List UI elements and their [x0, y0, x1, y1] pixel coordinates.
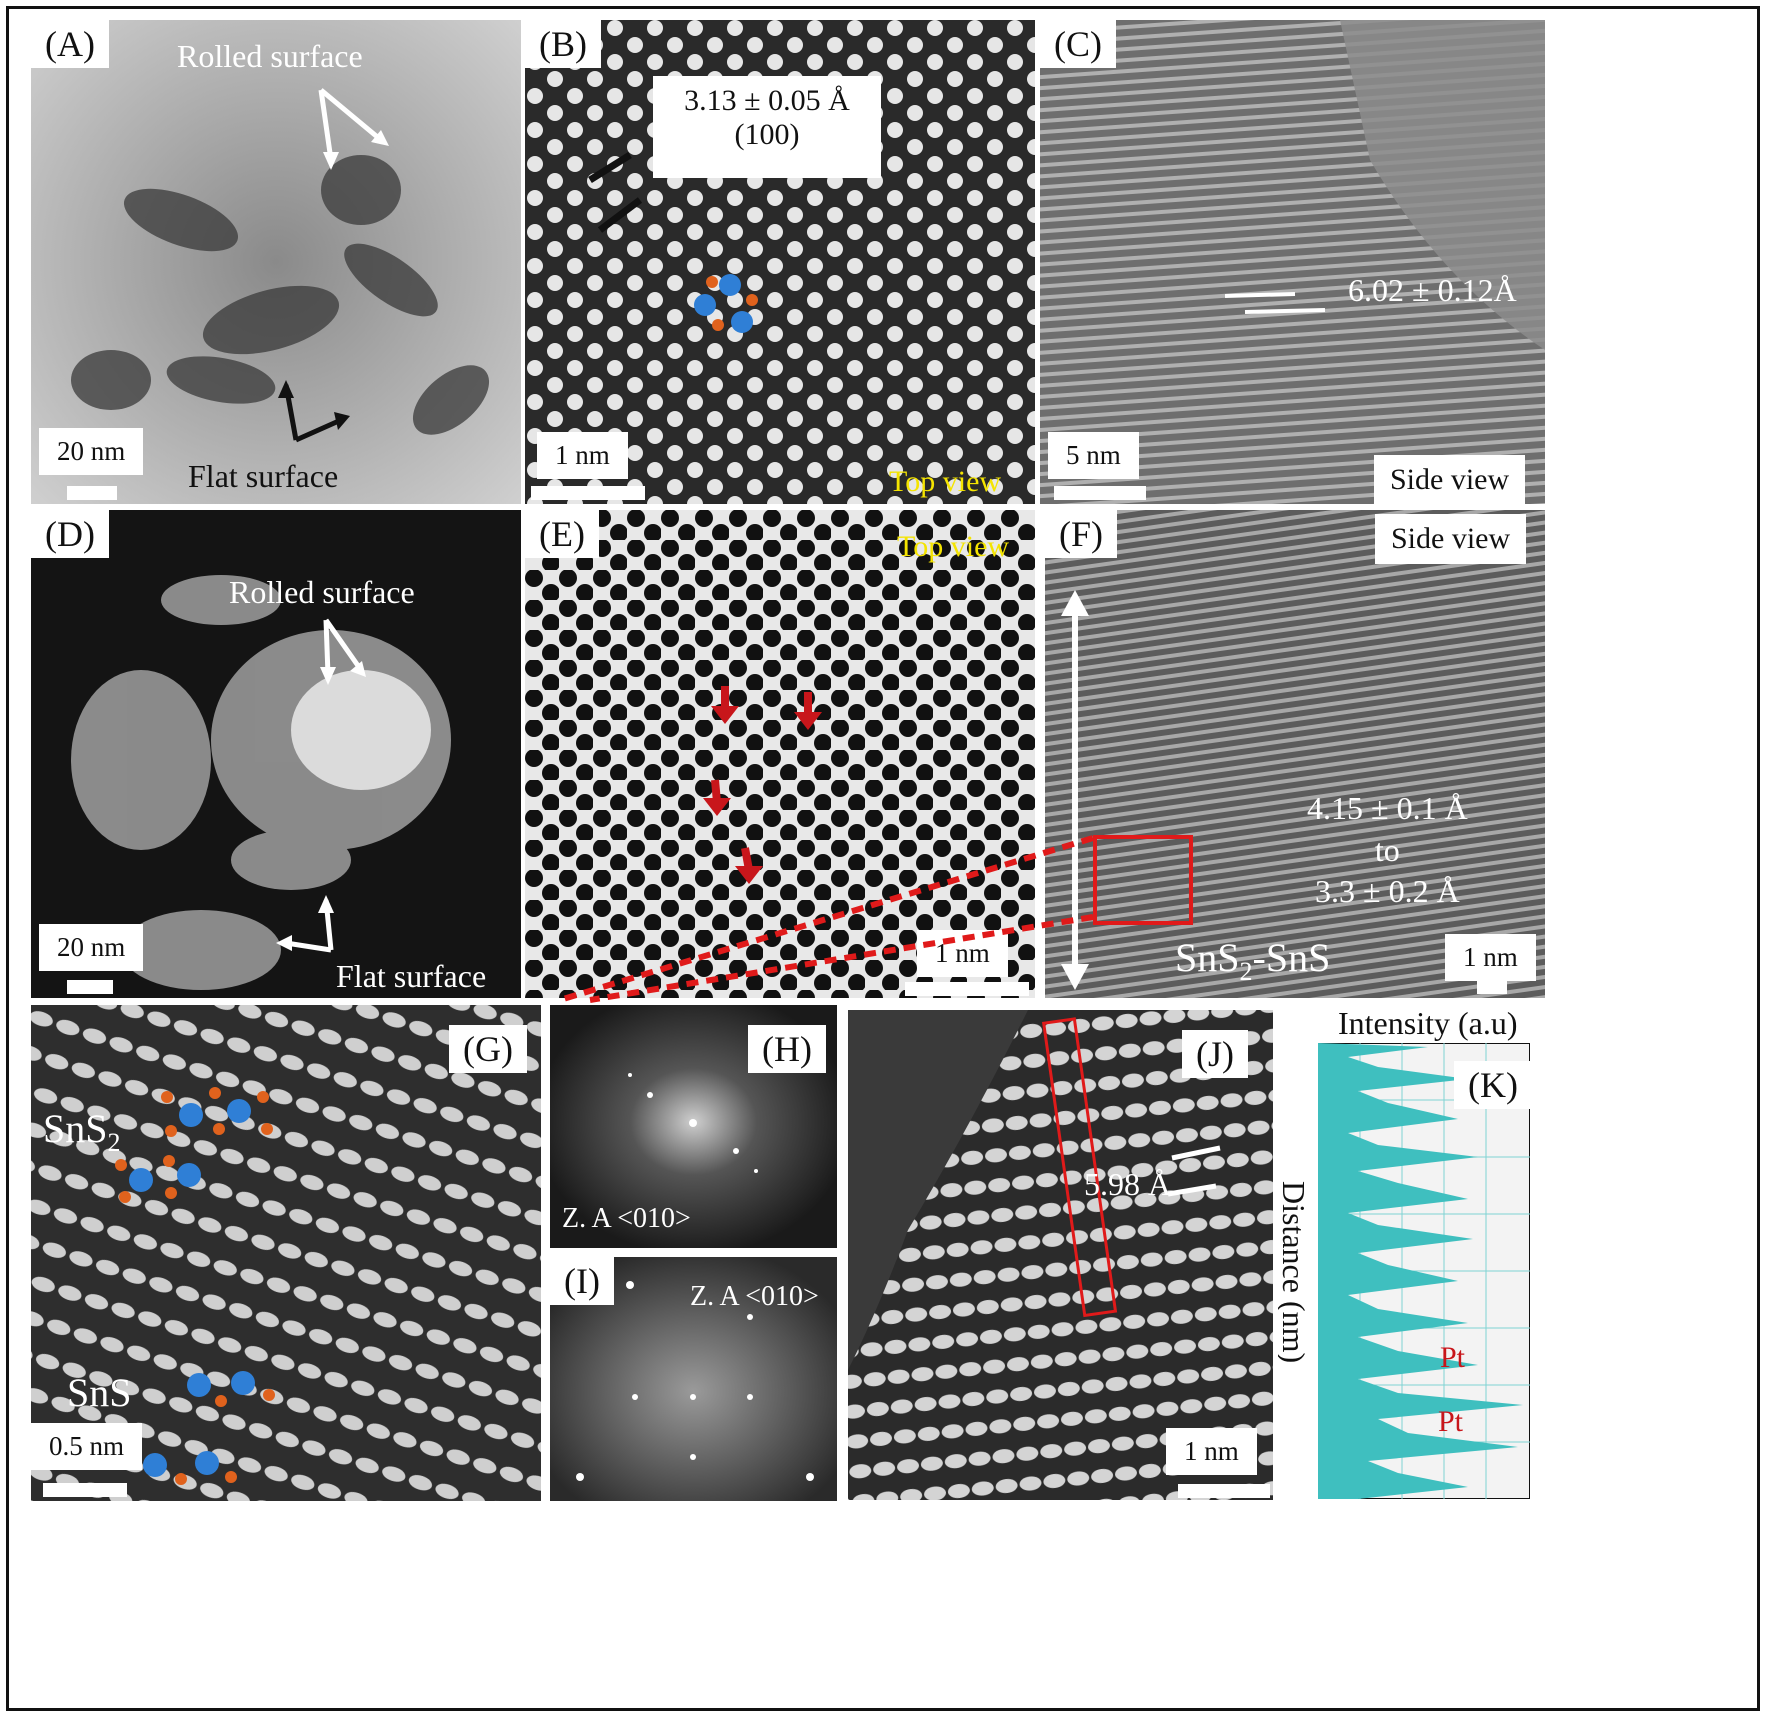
panel-c-spacing: 6.02 ± 0.12Å — [1348, 272, 1517, 308]
panel-g-image — [31, 1005, 541, 1501]
panel-b-label: (B) — [525, 20, 601, 68]
panel-h: (H) Z. A <010> — [550, 1005, 837, 1248]
panel-g-sns2: SnS2 — [43, 1105, 121, 1158]
panel-c-scale-bar — [1054, 486, 1146, 500]
panel-f-spacing-block: 4.15 ± 0.1 Å to 3.3 ± 0.2 Å — [1307, 788, 1468, 913]
panel-f-d1: 4.15 ± 0.1 Å — [1307, 790, 1468, 826]
panel-b-spacing-box: 3.13 ± 0.05 Å (100) — [653, 76, 881, 178]
panel-f-view: Side view — [1375, 514, 1527, 564]
panel-e-image — [525, 510, 1035, 998]
panel-h-zone-axis: Z. A <010> — [562, 1203, 691, 1234]
panel-h-label: (H) — [748, 1025, 826, 1073]
panel-g: (G) SnS2 SnS 0.5 nm — [31, 1005, 541, 1501]
panel-d-flat-label: Flat surface — [336, 958, 487, 994]
panel-a: (A) Rolled surface Flat surface 20 nm — [31, 20, 521, 504]
panel-c-scale-label: 5 nm — [1048, 432, 1139, 479]
panel-d-rolled-label: Rolled surface — [229, 574, 415, 610]
panel-f-phase-rest: -SnS — [1252, 935, 1331, 980]
panel-k: Intensity (a.u) Distance (nm) (K) Pt Pt — [1278, 1005, 1548, 1505]
panel-c-label: (C) — [1040, 20, 1116, 68]
panel-f-thickness-arrow — [1061, 590, 1089, 990]
panel-f-zoom-box — [1093, 835, 1193, 925]
panel-d: (D) Rolled surface Flat surface 20 nm — [31, 510, 521, 998]
panel-k-pt2: Pt — [1438, 1405, 1464, 1438]
panel-g-sns2-atom-model — [115, 1087, 273, 1203]
panel-k-pt1: Pt — [1440, 1341, 1466, 1374]
panel-d-scale-label: 20 nm — [39, 924, 144, 971]
panel-a-flat-arrows — [278, 380, 350, 443]
panel-g-sns: SnS — [67, 1370, 132, 1415]
panel-f-phase: SnS2-SnS — [1175, 934, 1330, 987]
panel-g-sns2-main: SnS — [43, 1106, 108, 1151]
panel-j-image — [848, 1010, 1273, 1500]
panel-f-scale-bar — [1477, 980, 1507, 994]
panel-g-scale-bar — [43, 1483, 127, 1497]
panel-i-zone-axis: Z. A <010> — [690, 1281, 819, 1312]
panel-g-label: (G) — [449, 1025, 527, 1073]
panel-c: (C) 6.02 ± 0.12Å 5 nm Side view — [1040, 20, 1545, 504]
panel-c-view: Side view — [1374, 455, 1526, 504]
panel-f-scale-label: 1 nm — [1445, 934, 1536, 981]
panel-a-rolled-arrows — [318, 88, 389, 170]
panel-c-lattice-marks — [1225, 292, 1326, 314]
panel-d-image — [31, 510, 521, 998]
panel-f-phase-main: SnS — [1175, 935, 1240, 980]
panel-e-view: Top view — [897, 530, 1010, 563]
panel-k-profile — [1318, 1043, 1523, 1499]
panel-k-label: (K) — [1454, 1061, 1532, 1109]
panel-a-image — [31, 20, 521, 504]
panel-c-image — [1040, 20, 1545, 504]
panel-g-sns-atom-model — [143, 1371, 275, 1485]
panel-e-defect-arrows — [703, 686, 822, 884]
panel-j-lattice-marks — [1168, 1145, 1221, 1197]
figure-frame — [6, 6, 1760, 1711]
panel-d-label: (D) — [31, 510, 109, 558]
panel-k-ylabel: Distance (nm) — [1278, 1181, 1312, 1364]
panel-g-sns2-sub: 2 — [107, 1128, 121, 1157]
panel-d-flat-arrows — [276, 895, 334, 953]
panel-e-label: (E) — [525, 510, 599, 558]
panel-i: (I) Z. A <010> — [550, 1257, 837, 1501]
panel-i-label: (I) — [550, 1257, 614, 1305]
panel-j-spacing: 5.98 Å — [1084, 1166, 1172, 1202]
panel-f-to: to — [1374, 831, 1400, 868]
panel-b-scale-bar — [531, 486, 645, 500]
panel-e-scale-bar — [905, 982, 1029, 996]
panel-f-d2: 3.3 ± 0.2 Å — [1315, 873, 1460, 910]
panel-b-lattice-marks — [588, 152, 643, 233]
panel-j-defect-arrows — [848, 1010, 1273, 1500]
panel-f-phase-sub: 2 — [1239, 957, 1253, 986]
panel-a-scale-label: 20 nm — [39, 428, 144, 475]
panel-b-atom-model — [694, 274, 758, 333]
panel-g-scale-label: 0.5 nm — [31, 1423, 143, 1470]
panel-f-label: (F) — [1045, 510, 1117, 558]
panel-j-scale-bar — [1178, 1484, 1270, 1498]
panel-a-label: (A) — [31, 20, 109, 68]
panel-j-scale-label: 1 nm — [1166, 1428, 1257, 1475]
panel-b-plane: (100) — [734, 118, 800, 151]
panel-d-scale-bar — [67, 980, 113, 994]
panel-a-scale-bar — [67, 486, 117, 500]
panel-e: (E) Top view 1 nm — [525, 510, 1035, 998]
panel-b-view: Top view — [889, 465, 1002, 498]
panel-b-spacing: 3.13 ± 0.05 Å — [684, 84, 850, 117]
panel-j: (J) 5.98 Å 1 nm — [848, 1010, 1273, 1500]
panel-b-scale-label: 1 nm — [537, 432, 628, 479]
panel-f: (F) Side view 4.15 ± 0.1 Å to 3.3 ± 0.2 … — [1045, 510, 1545, 998]
panel-d-rolled-arrows — [320, 618, 366, 685]
panel-f-image — [1045, 510, 1545, 998]
panel-k-xlabel: Intensity (a.u) — [1338, 1005, 1518, 1041]
panel-k-plot — [1318, 1043, 1530, 1499]
panel-a-flat-label: Flat surface — [188, 458, 339, 494]
panel-a-rolled-label: Rolled surface — [177, 38, 363, 74]
panel-b: (B) 3.13 ± 0.05 Å (100) Top view 1 nm — [525, 20, 1035, 504]
panel-j-label: (J) — [1182, 1030, 1248, 1078]
